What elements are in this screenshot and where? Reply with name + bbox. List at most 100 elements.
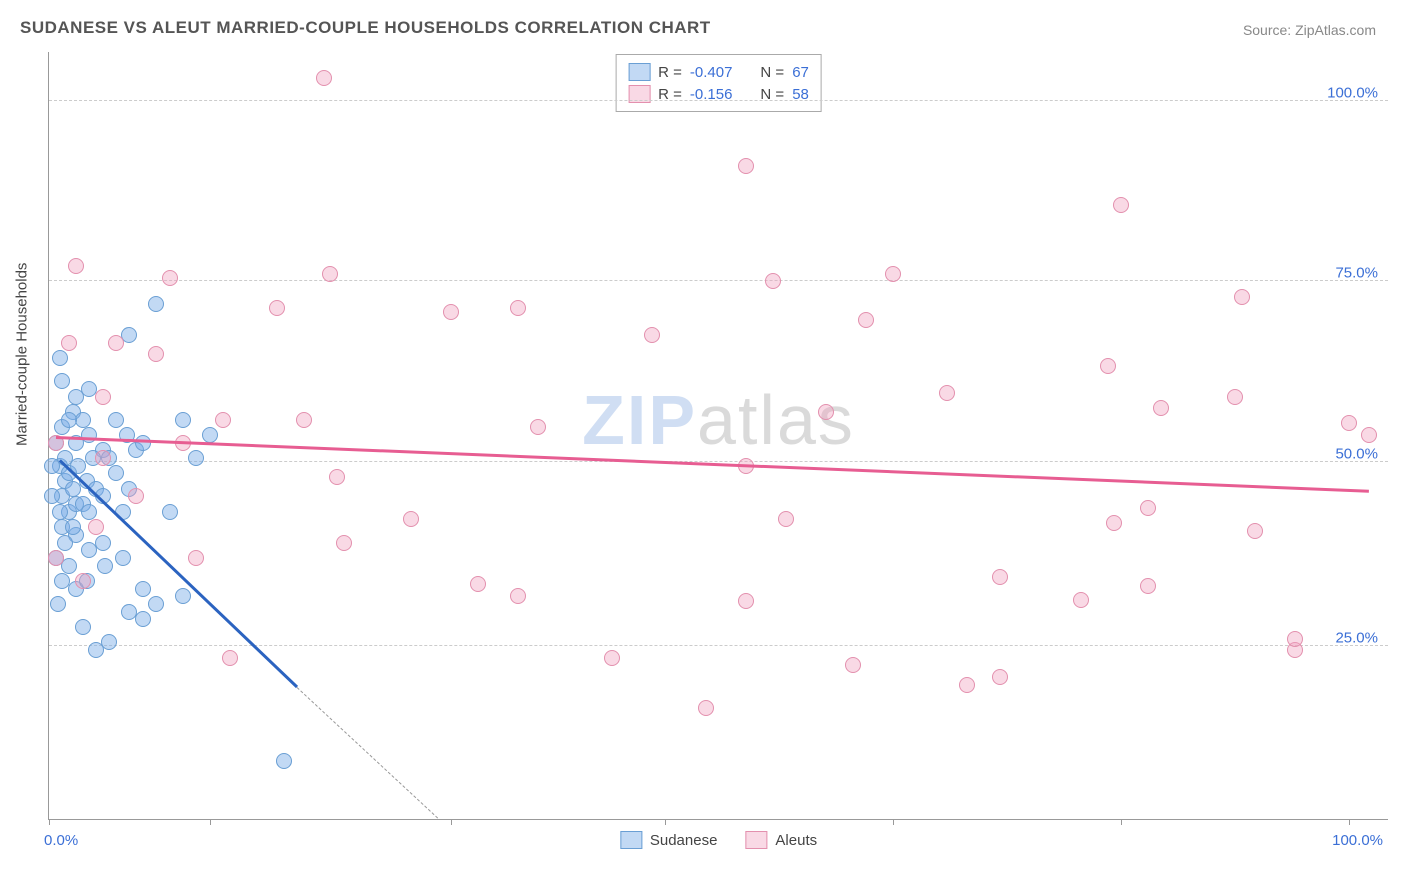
scatter-point <box>52 504 68 520</box>
scatter-point <box>88 642 104 658</box>
scatter-point <box>738 158 754 174</box>
trend-line <box>56 436 1369 492</box>
x-tick <box>451 819 452 825</box>
stats-legend-row: R = -0.156 N = 58 <box>628 83 809 105</box>
scatter-point <box>845 657 861 673</box>
scatter-point <box>992 569 1008 585</box>
scatter-point <box>1140 500 1156 516</box>
scatter-point <box>1140 578 1156 594</box>
series-legend-item: Aleuts <box>745 831 817 849</box>
series-legend-label: Sudanese <box>650 832 718 849</box>
trend-line-extrapolated <box>297 688 438 819</box>
scatter-point <box>202 427 218 443</box>
scatter-point <box>95 450 111 466</box>
scatter-point <box>269 300 285 316</box>
scatter-point <box>65 519 81 535</box>
scatter-point <box>54 373 70 389</box>
scatter-point <box>403 511 419 527</box>
scatter-point <box>148 296 164 312</box>
scatter-point <box>530 419 546 435</box>
scatter-point <box>108 412 124 428</box>
scatter-point <box>1073 592 1089 608</box>
source-label: Source: ZipAtlas.com <box>1243 22 1376 38</box>
scatter-point <box>75 619 91 635</box>
scatter-point <box>1113 197 1129 213</box>
series-legend: Sudanese Aleuts <box>620 831 817 849</box>
legend-n-label: N = <box>760 64 784 81</box>
scatter-point <box>97 558 113 574</box>
scatter-point <box>81 504 97 520</box>
x-axis-max-label: 100.0% <box>1332 832 1383 849</box>
stats-legend-row: R = -0.407 N = 67 <box>628 61 809 83</box>
scatter-point <box>296 412 312 428</box>
legend-swatch-aleuts <box>745 831 767 849</box>
scatter-point <box>135 435 151 451</box>
legend-swatch-sudanese <box>628 63 650 81</box>
gridline <box>49 280 1388 281</box>
scatter-point <box>316 70 332 86</box>
legend-swatch-sudanese <box>620 831 642 849</box>
scatter-point <box>162 504 178 520</box>
y-tick-label: 50.0% <box>1335 445 1378 462</box>
scatter-point <box>1361 427 1377 443</box>
scatter-chart: ZIPatlas R = -0.407 N = 67 R = -0.156 N … <box>48 52 1388 820</box>
scatter-point <box>57 535 73 551</box>
series-legend-label: Aleuts <box>775 832 817 849</box>
scatter-point <box>61 558 77 574</box>
x-tick <box>1121 819 1122 825</box>
scatter-point <box>470 576 486 592</box>
scatter-point <box>175 412 191 428</box>
scatter-point <box>1341 415 1357 431</box>
x-tick <box>49 819 50 825</box>
scatter-point <box>61 412 77 428</box>
x-tick <box>210 819 211 825</box>
watermark-atlas: atlas <box>697 381 855 459</box>
scatter-point <box>68 258 84 274</box>
scatter-point <box>1106 515 1122 531</box>
scatter-point <box>95 389 111 405</box>
scatter-point <box>818 404 834 420</box>
scatter-point <box>765 273 781 289</box>
scatter-point <box>148 596 164 612</box>
scatter-point <box>88 519 104 535</box>
legend-r-value-sudanese: -0.407 <box>690 64 733 81</box>
scatter-point <box>329 469 345 485</box>
x-tick <box>665 819 666 825</box>
scatter-point <box>188 550 204 566</box>
scatter-point <box>738 593 754 609</box>
scatter-point <box>44 458 60 474</box>
scatter-point <box>276 753 292 769</box>
legend-n-value-sudanese: 67 <box>792 64 809 81</box>
scatter-point <box>108 335 124 351</box>
scatter-point <box>135 611 151 627</box>
scatter-point <box>1287 631 1303 647</box>
scatter-point <box>222 650 238 666</box>
x-axis-min-label: 0.0% <box>44 832 78 849</box>
scatter-point <box>61 335 77 351</box>
y-tick-label: 75.0% <box>1335 265 1378 282</box>
scatter-point <box>510 300 526 316</box>
gridline <box>49 100 1388 101</box>
y-axis-title: Married-couple Households <box>14 263 31 446</box>
scatter-point <box>75 573 91 589</box>
scatter-point <box>1153 400 1169 416</box>
y-tick-label: 25.0% <box>1335 630 1378 647</box>
scatter-point <box>778 511 794 527</box>
x-tick <box>893 819 894 825</box>
scatter-point <box>939 385 955 401</box>
watermark: ZIPatlas <box>582 380 855 460</box>
scatter-point <box>885 266 901 282</box>
scatter-point <box>148 346 164 362</box>
scatter-point <box>81 427 97 443</box>
scatter-point <box>510 588 526 604</box>
scatter-point <box>1234 289 1250 305</box>
scatter-point <box>48 550 64 566</box>
scatter-point <box>50 596 66 612</box>
scatter-point <box>336 535 352 551</box>
gridline <box>49 461 1388 462</box>
series-legend-item: Sudanese <box>620 831 718 849</box>
scatter-point <box>644 327 660 343</box>
scatter-point <box>162 270 178 286</box>
gridline <box>49 645 1388 646</box>
scatter-point <box>1100 358 1116 374</box>
